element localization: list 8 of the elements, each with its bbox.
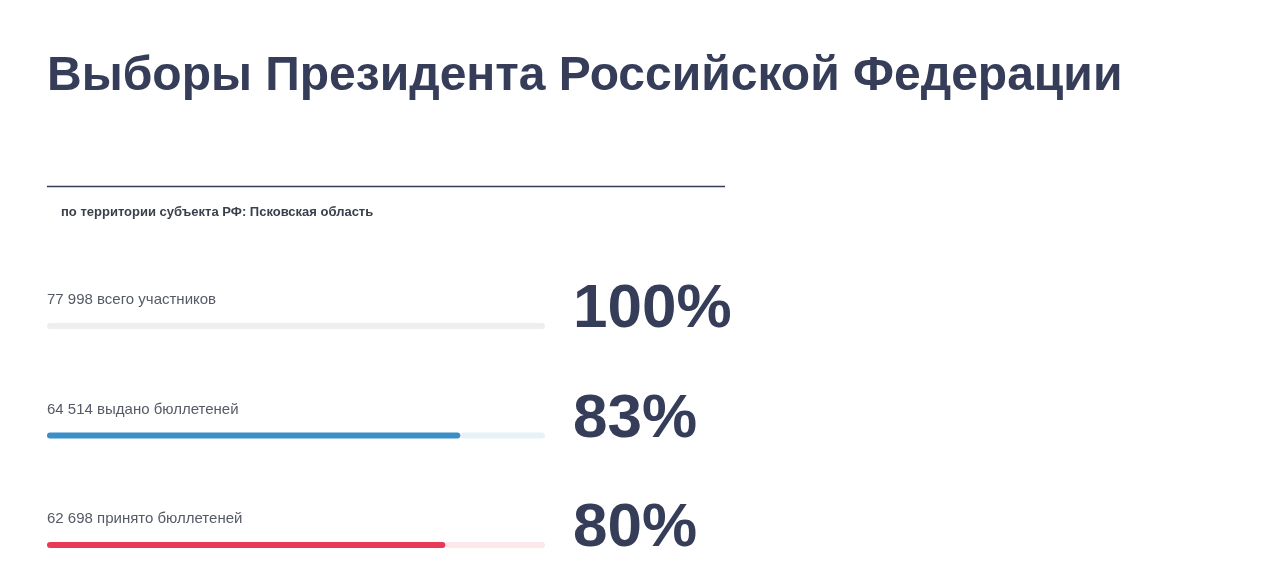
y-tick-label: 62 698 принято бюллетеней <box>47 509 243 526</box>
data-label: 100% <box>573 271 732 340</box>
chart-subtitle: по территории субъекта РФ: Псковская область <box>61 204 374 219</box>
data-label: 83% <box>573 380 698 450</box>
data-label: 80% <box>573 490 698 559</box>
y-tick-label: 64 514 выдано бюллетеней <box>47 399 239 417</box>
chart-title: Выборы Президента Российской Федерации <box>47 47 1123 100</box>
y-tick-label: 77 998 всего участников <box>47 290 217 307</box>
